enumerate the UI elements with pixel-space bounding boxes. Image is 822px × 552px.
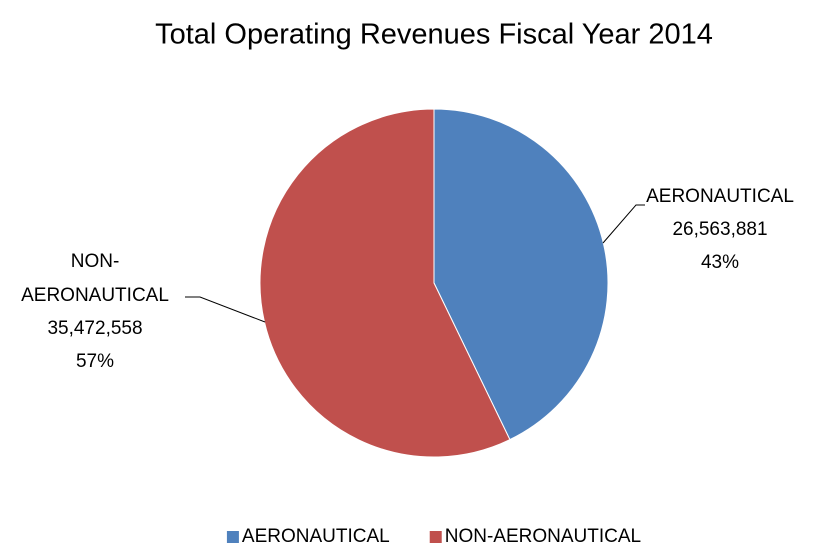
chart-title: Total Operating Revenues Fiscal Year 201…	[155, 19, 713, 51]
data-label-value: 35,472,558	[47, 318, 142, 339]
legend-swatch	[429, 531, 442, 543]
legend-label: NON-AERONAUTICAL	[445, 526, 641, 547]
legend-swatch	[226, 531, 239, 543]
pie-slice	[433, 108, 609, 441]
legend-label: AERONAUTICAL	[242, 526, 390, 547]
leader-line	[602, 204, 645, 244]
data-label-value: 26,563,881	[672, 219, 767, 240]
data-label-percent: 43%	[701, 252, 739, 273]
data-label-category: AERONAUTICAL	[646, 186, 794, 207]
data-label-percent: 57%	[76, 351, 114, 372]
legend: AERONAUTICAL NON-AERONAUTICAL	[226, 526, 641, 547]
data-label-category: NON-AERONAUTICAL	[21, 251, 169, 306]
leader-line	[185, 296, 266, 323]
